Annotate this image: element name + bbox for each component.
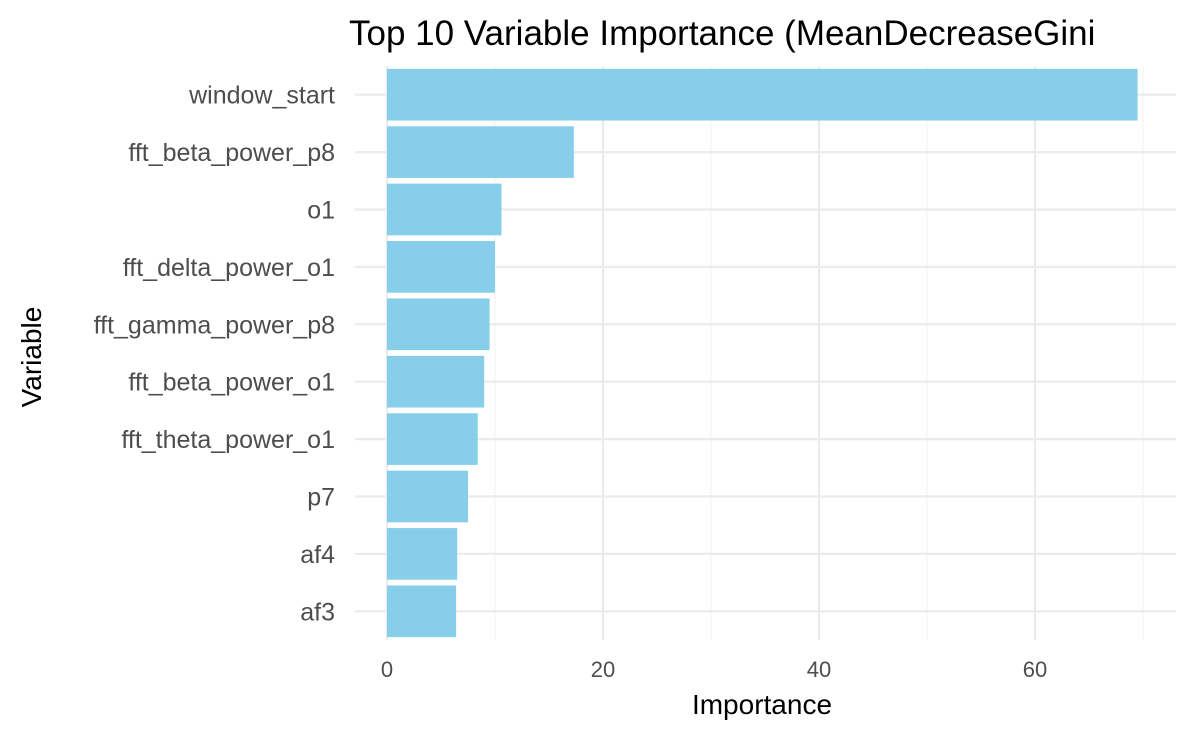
chart-title: Top 10 Variable Importance (MeanDecrease…: [349, 14, 1095, 53]
category-label: fft_theta_power_o1: [121, 426, 335, 454]
bar-af3: [387, 585, 457, 638]
y-axis-title: Variable: [16, 307, 47, 408]
bar-fft-gamma-power-p8: [387, 298, 490, 351]
category-label: window_start: [188, 82, 335, 110]
bar-o1: [387, 183, 502, 236]
bar-window-start: [387, 68, 1138, 121]
x-tick-label: 40: [807, 657, 831, 682]
bar-p7: [387, 470, 468, 523]
category-label: af4: [300, 541, 335, 569]
category-label: fft_beta_power_o1: [128, 369, 335, 397]
bars: [387, 68, 1138, 638]
category-label: af3: [300, 598, 335, 626]
bar-fft-theta-power-o1: [387, 413, 478, 465]
x-tick-label: 20: [591, 657, 615, 682]
bar-fft-beta-power-p8: [387, 126, 574, 178]
category-label: o1: [307, 197, 335, 225]
x-axis-title: Importance: [692, 689, 832, 720]
x-tick-label: 60: [1023, 657, 1047, 682]
x-tick-label: 0: [381, 657, 393, 682]
bar-af4: [387, 528, 458, 580]
bar-fft-beta-power-o1: [387, 355, 485, 408]
bar-fft-delta-power-o1: [387, 241, 495, 293]
category-label: fft_beta_power_p8: [128, 139, 335, 167]
category-label: fft_gamma_power_p8: [94, 311, 335, 339]
x-tick-labels: 0 20 40 60: [381, 657, 1047, 682]
category-labels: window_start fft_beta_power_p8 o1 fft_delta…: [94, 82, 335, 627]
category-label: fft_delta_power_o1: [123, 254, 335, 282]
category-label: p7: [307, 484, 335, 512]
